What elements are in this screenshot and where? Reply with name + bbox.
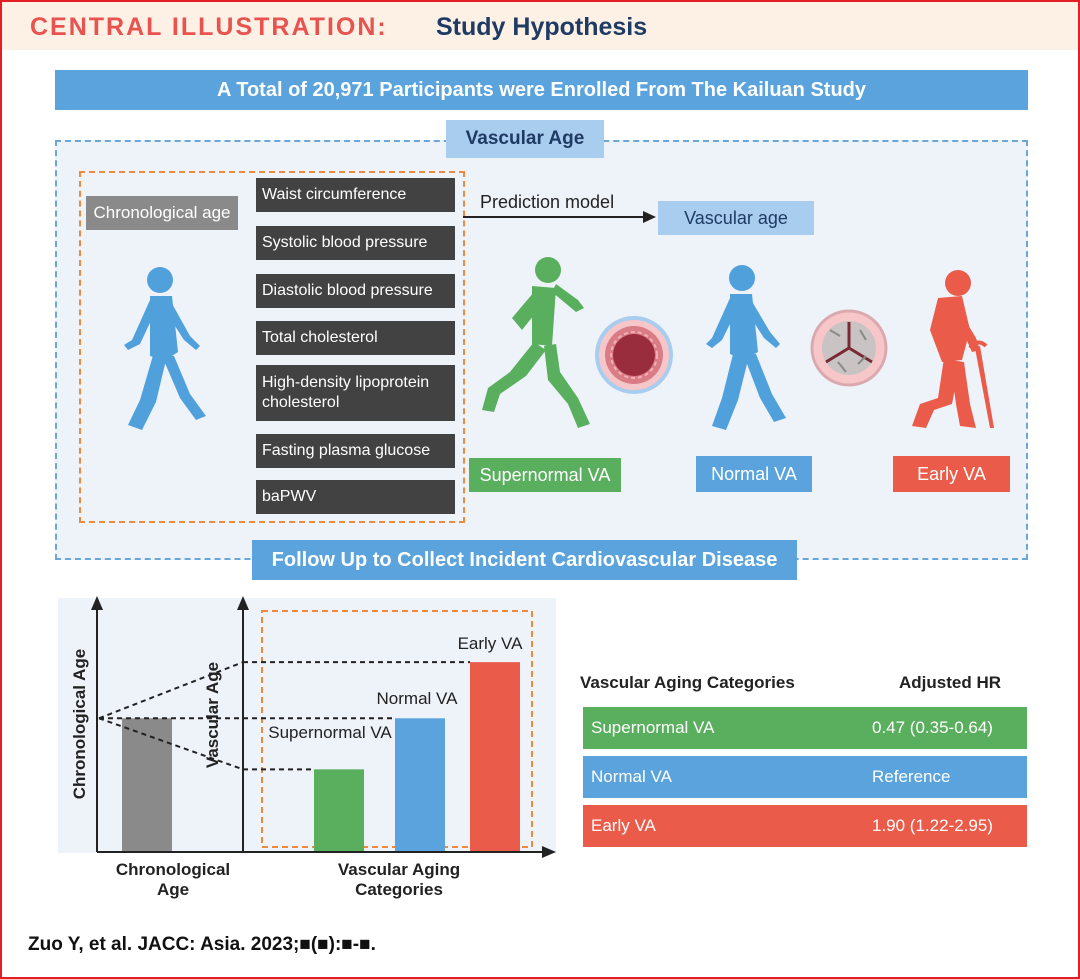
table-header-category: Vascular Aging Categories — [580, 673, 795, 692]
variable-sbp: Systolic blood pressure — [256, 226, 455, 260]
walking-person-normal-icon — [706, 265, 786, 430]
row-hr: Reference — [872, 767, 951, 786]
prediction-arrow — [463, 211, 656, 223]
table-row-supernormal: Supernormal VA 0.47 (0.35-0.64) — [583, 707, 1027, 749]
header: CENTRAL ILLUSTRATION: Study Hypothesis — [2, 2, 1078, 50]
variable-tc: Total cholesterol — [256, 321, 455, 355]
table-header-hr: Adjusted HR — [899, 673, 1001, 692]
vascular-age-title: Vascular Age — [446, 120, 604, 158]
variable-waist: Waist circumference — [256, 178, 455, 212]
bar-chronological — [122, 718, 172, 851]
category-normal: Normal VA — [696, 456, 812, 492]
input-variables-box — [79, 171, 465, 523]
left-y-label: Chronological Age — [70, 648, 89, 800]
variable-bapwv: baPWV — [256, 480, 455, 514]
healthy-vessel-icon — [595, 316, 673, 394]
header-label: CENTRAL ILLUSTRATION: — [30, 13, 388, 41]
citation: Zuo Y, et al. JACC: Asia. 2023;■(■):■-■. — [28, 934, 376, 955]
projection-line-early — [98, 661, 244, 720]
chronological-age-label: Chronological age — [86, 196, 238, 230]
variable-dbp: Diastolic blood pressure — [256, 274, 455, 308]
table-row-normal: Normal VA Reference — [583, 756, 1027, 798]
row-category: Supernormal VA — [591, 718, 715, 737]
bar-label-early: Early VA — [457, 634, 523, 653]
category-early: Early VA — [893, 456, 1010, 492]
enrollment-banner: A Total of 20,971 Participants were Enro… — [55, 70, 1028, 110]
bar-early — [470, 662, 520, 851]
row-hr: 0.47 (0.35-0.64) — [872, 718, 993, 737]
row-category: Early VA — [591, 816, 656, 835]
variable-hdl: High-density lipoprotein cholesterol — [256, 365, 455, 421]
header-title: Study Hypothesis — [436, 13, 648, 41]
right-y-axis-arrow — [237, 596, 249, 610]
prediction-model-label: Prediction model — [480, 192, 615, 212]
row-category: Normal VA — [591, 767, 672, 786]
x-label-right: Vascular Aging Categories — [337, 860, 461, 899]
walking-person-icon — [124, 267, 206, 430]
table-row-early: Early VA 1.90 (1.22-2.95) — [583, 805, 1027, 847]
narrowed-vessel-icon — [810, 309, 888, 387]
row-hr: 1.90 (1.22-2.95) — [872, 816, 993, 835]
left-y-axis-arrow — [91, 596, 103, 610]
running-person-icon — [482, 257, 590, 428]
x-axis-arrow — [542, 846, 556, 858]
bar-label-normal: Normal VA — [376, 689, 458, 708]
bar-normal — [395, 718, 445, 851]
bar-supernormal — [314, 769, 364, 851]
category-supernormal: Supernormal VA — [469, 458, 621, 492]
bar-label-supernormal: Supernormal VA — [268, 723, 392, 742]
vascular-age-output: Vascular age — [658, 201, 814, 235]
variable-fpg: Fasting plasma glucose — [256, 434, 455, 468]
right-y-label: Vascular Age — [203, 661, 222, 769]
x-label-left: Chronological Age — [115, 860, 231, 899]
projection-line-supernormal — [98, 717, 244, 771]
elderly-person-icon — [912, 270, 994, 428]
follow-up-banner: Follow Up to Collect Incident Cardiovasc… — [252, 540, 797, 580]
